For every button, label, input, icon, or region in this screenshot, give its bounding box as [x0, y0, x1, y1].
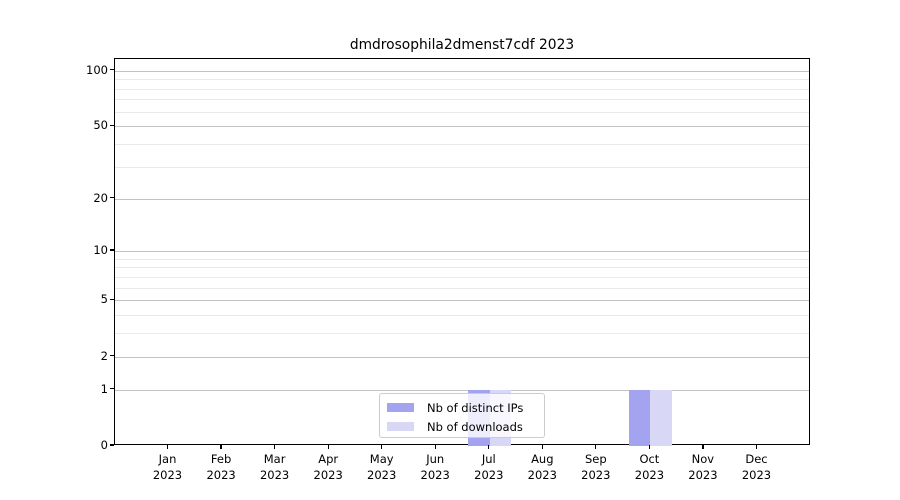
major-gridline — [115, 300, 809, 302]
y-axis-tick — [110, 444, 114, 446]
x-axis-tick — [327, 445, 329, 449]
x-axis-tick — [541, 445, 543, 449]
y-tick-label: 100 — [86, 62, 108, 77]
minor-gridline — [115, 315, 809, 317]
minor-gridline — [115, 111, 809, 113]
legend-item: Nb of distinct IPs — [387, 398, 544, 417]
plot-area: Nb of distinct IPs Nb of downloads — [114, 58, 810, 446]
y-tick-label: 5 — [100, 292, 108, 307]
minor-gridline — [115, 99, 809, 101]
y-tick-label: 10 — [93, 243, 108, 258]
y-tick-label: 20 — [93, 190, 108, 205]
minor-gridline — [115, 287, 809, 289]
x-tick-label: Nov 2023 — [688, 452, 718, 482]
x-tick-label: Oct 2023 — [634, 452, 665, 482]
minor-gridline — [115, 88, 809, 90]
x-axis-tick — [488, 445, 490, 449]
x-tick-label: Sep 2023 — [581, 452, 611, 482]
major-gridline — [115, 389, 809, 391]
y-axis-tick — [110, 196, 114, 199]
major-gridline — [115, 356, 809, 358]
y-axis-tick — [110, 69, 114, 71]
y-tick-label: 50 — [93, 118, 108, 133]
x-axis-tick — [648, 445, 650, 449]
x-tick-label: Mar 2023 — [259, 452, 290, 482]
x-tick-label: Jun 2023 — [420, 452, 450, 482]
y-axis-tick — [110, 298, 114, 300]
minor-gridline — [115, 166, 809, 168]
major-gridline — [115, 70, 809, 72]
y-tick-label: 1 — [100, 381, 108, 396]
x-axis-tick — [434, 445, 436, 449]
bar-distinct-ips — [629, 389, 651, 446]
x-tick-label: Feb 2023 — [206, 452, 236, 482]
minor-gridline — [115, 79, 809, 81]
minor-gridline — [115, 276, 809, 278]
major-gridline — [115, 126, 809, 128]
x-axis-tick — [220, 445, 222, 449]
y-axis-tick — [110, 249, 114, 251]
y-axis-tick — [110, 124, 114, 126]
legend-item-label: Nb of downloads — [427, 419, 523, 434]
x-axis-tick — [595, 445, 597, 449]
x-axis-tick — [381, 445, 383, 449]
chart-title: dmdrosophila2dmenst7cdf 2023 — [349, 37, 575, 53]
y-tick-label: 0 — [100, 438, 108, 452]
x-tick-label: Jan 2023 — [152, 452, 183, 482]
x-axis-tick — [702, 445, 704, 449]
x-tick-label: Aug 2023 — [527, 452, 557, 482]
x-axis-tick — [274, 445, 276, 449]
x-axis-tick — [166, 445, 169, 449]
legend-item: Nb of downloads — [387, 417, 544, 436]
x-tick-label: Apr 2023 — [313, 452, 343, 482]
y-axis-tick — [110, 388, 114, 390]
x-tick-label: May 2023 — [367, 452, 397, 482]
y-axis-tick — [110, 355, 114, 357]
minor-gridline — [115, 333, 809, 335]
minor-gridline — [115, 267, 809, 269]
major-gridline — [115, 251, 809, 253]
minor-gridline — [115, 258, 809, 260]
x-axis-tick — [755, 445, 758, 449]
chart-legend: Nb of distinct IPs Nb of downloads — [379, 393, 545, 438]
y-tick-label: 2 — [100, 348, 108, 363]
x-tick-label: Jul 2023 — [474, 452, 504, 482]
minor-gridline — [115, 144, 809, 146]
legend-swatch — [387, 421, 414, 432]
major-gridline — [115, 198, 809, 200]
legend-swatch — [387, 402, 414, 413]
x-tick-label: Dec 2023 — [741, 452, 772, 482]
legend-item-label: Nb of distinct IPs — [427, 400, 524, 415]
bar-downloads — [650, 389, 672, 446]
